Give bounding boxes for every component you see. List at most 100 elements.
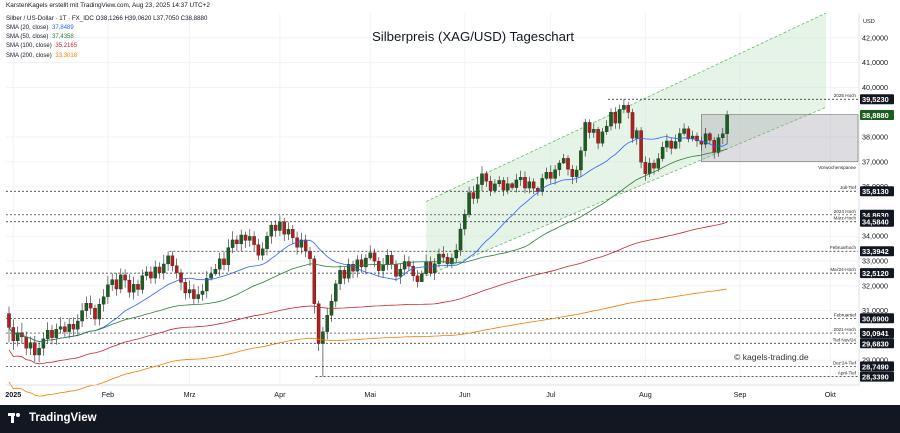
x-tick-label: Apr (274, 390, 286, 399)
candle-body (84, 303, 89, 311)
candle-body (665, 140, 669, 148)
candle-body (407, 261, 411, 267)
candle-body (226, 247, 231, 265)
trend-channel-upper (425, 12, 827, 202)
candle-body (510, 183, 514, 188)
candle-body (626, 105, 630, 113)
candle-body (346, 264, 351, 279)
candle-body (570, 169, 575, 177)
last-price-tag (860, 109, 894, 120)
level-price-label: 30,0941 (862, 329, 889, 338)
price-chart[interactable]: Vorwochenspanne 2025 Hoch Juli-Tief 2024 Ho… (0, 0, 900, 405)
candle-body (325, 315, 329, 332)
candle-body (445, 257, 450, 264)
level-price-label: 30,6900 (862, 314, 889, 323)
candle-body (63, 326, 67, 332)
candle-body (463, 214, 467, 230)
candle-body (119, 274, 123, 290)
candle-body (308, 250, 312, 259)
level-price-tag (860, 216, 894, 227)
level-note: Tief Nov/24 (833, 337, 857, 342)
candle-body (235, 239, 239, 245)
candle-body (209, 273, 213, 279)
ma-value: 37,8489 (52, 25, 74, 31)
candle-body (420, 273, 424, 282)
candle-body (695, 135, 699, 142)
candle-body (561, 158, 566, 164)
candle-body (37, 348, 41, 356)
candle-body (518, 177, 523, 181)
candle-body (97, 304, 102, 320)
candle-body (544, 172, 549, 179)
candle-body (28, 342, 33, 349)
candle-body (402, 261, 407, 270)
tradingview-logo[interactable]: TradingView (8, 412, 97, 424)
symbol-info: Silber / US-Dollar · 1T · FX_IDC O38,126… (6, 15, 208, 22)
candle-body (136, 284, 140, 290)
candle-body (613, 112, 618, 124)
candle-body (33, 342, 37, 356)
y-tick-label: 41,0000 (862, 58, 888, 67)
candle-body (686, 128, 691, 140)
candle-body (174, 265, 179, 273)
level-price-tag (860, 338, 894, 349)
candle-body (372, 252, 377, 262)
watermark: © kagels-trading.de (734, 352, 809, 362)
ma-legend-item: SMA (200, close) 33,3018 (6, 52, 77, 61)
candle-body (596, 129, 600, 144)
candle-body (721, 133, 725, 138)
y-tick-label: 34,0000 (862, 232, 888, 241)
candle-body (579, 150, 583, 171)
candle-body (286, 229, 291, 235)
candle-body (256, 244, 261, 256)
x-tick-label: Mai (364, 390, 376, 399)
level-price-tag (860, 313, 894, 324)
candle-body (359, 259, 364, 268)
level-price-label: 35,8130 (862, 187, 889, 196)
candle-body (162, 263, 166, 273)
level-note: Mai'24-Hoch (830, 267, 856, 272)
candle-body (248, 236, 252, 241)
chart-title: Silberpreis (XAG/USD) Tageschart (372, 29, 575, 44)
candle-body (153, 266, 157, 279)
candle-body (467, 192, 471, 215)
candle-body (213, 269, 218, 275)
y-tick-label: 32,0000 (862, 281, 888, 290)
level-price-label: 29,6830 (862, 339, 889, 348)
moving-average-legend: SMA (20, close) 37,8489 SMA (50, close) … (6, 24, 77, 61)
candle-body (480, 173, 484, 185)
candle-body (488, 180, 493, 191)
ma-value: 35,2165 (55, 43, 78, 50)
candle-body (269, 224, 274, 237)
candle-body (41, 338, 46, 349)
candle-body (604, 125, 609, 132)
candle-body (527, 181, 532, 189)
candle-body (609, 112, 613, 127)
candle-body (600, 131, 605, 144)
level-price-label: 33,3942 (862, 247, 889, 256)
candle-body (660, 147, 665, 159)
candle-body (278, 221, 282, 231)
candle-body (217, 258, 222, 270)
candle-body (622, 105, 626, 110)
y-tick-label: 42,0000 (862, 33, 888, 42)
candle-body (630, 112, 635, 139)
candle-body (583, 122, 587, 151)
previous-week-range-label: Vorwochenspanne (818, 165, 856, 170)
candle-body (140, 275, 145, 290)
ma-label: SMA (200, close) (6, 52, 52, 59)
x-tick-label: Feb (102, 390, 114, 399)
candle-body (536, 188, 540, 192)
candle-body (149, 271, 153, 279)
candle-body (71, 324, 76, 330)
candle-body (230, 239, 235, 248)
candle-body (587, 122, 592, 133)
candle-body (260, 248, 265, 256)
ma-legend-item: SMA (50, close) 37,4358 (6, 33, 77, 42)
candle-body (192, 289, 196, 299)
ma-value: 37,4358 (52, 34, 74, 41)
candle-body (24, 336, 28, 349)
level-price-label: 28,7490 (862, 362, 889, 371)
candle-body (652, 162, 656, 169)
candle-body (243, 234, 248, 241)
